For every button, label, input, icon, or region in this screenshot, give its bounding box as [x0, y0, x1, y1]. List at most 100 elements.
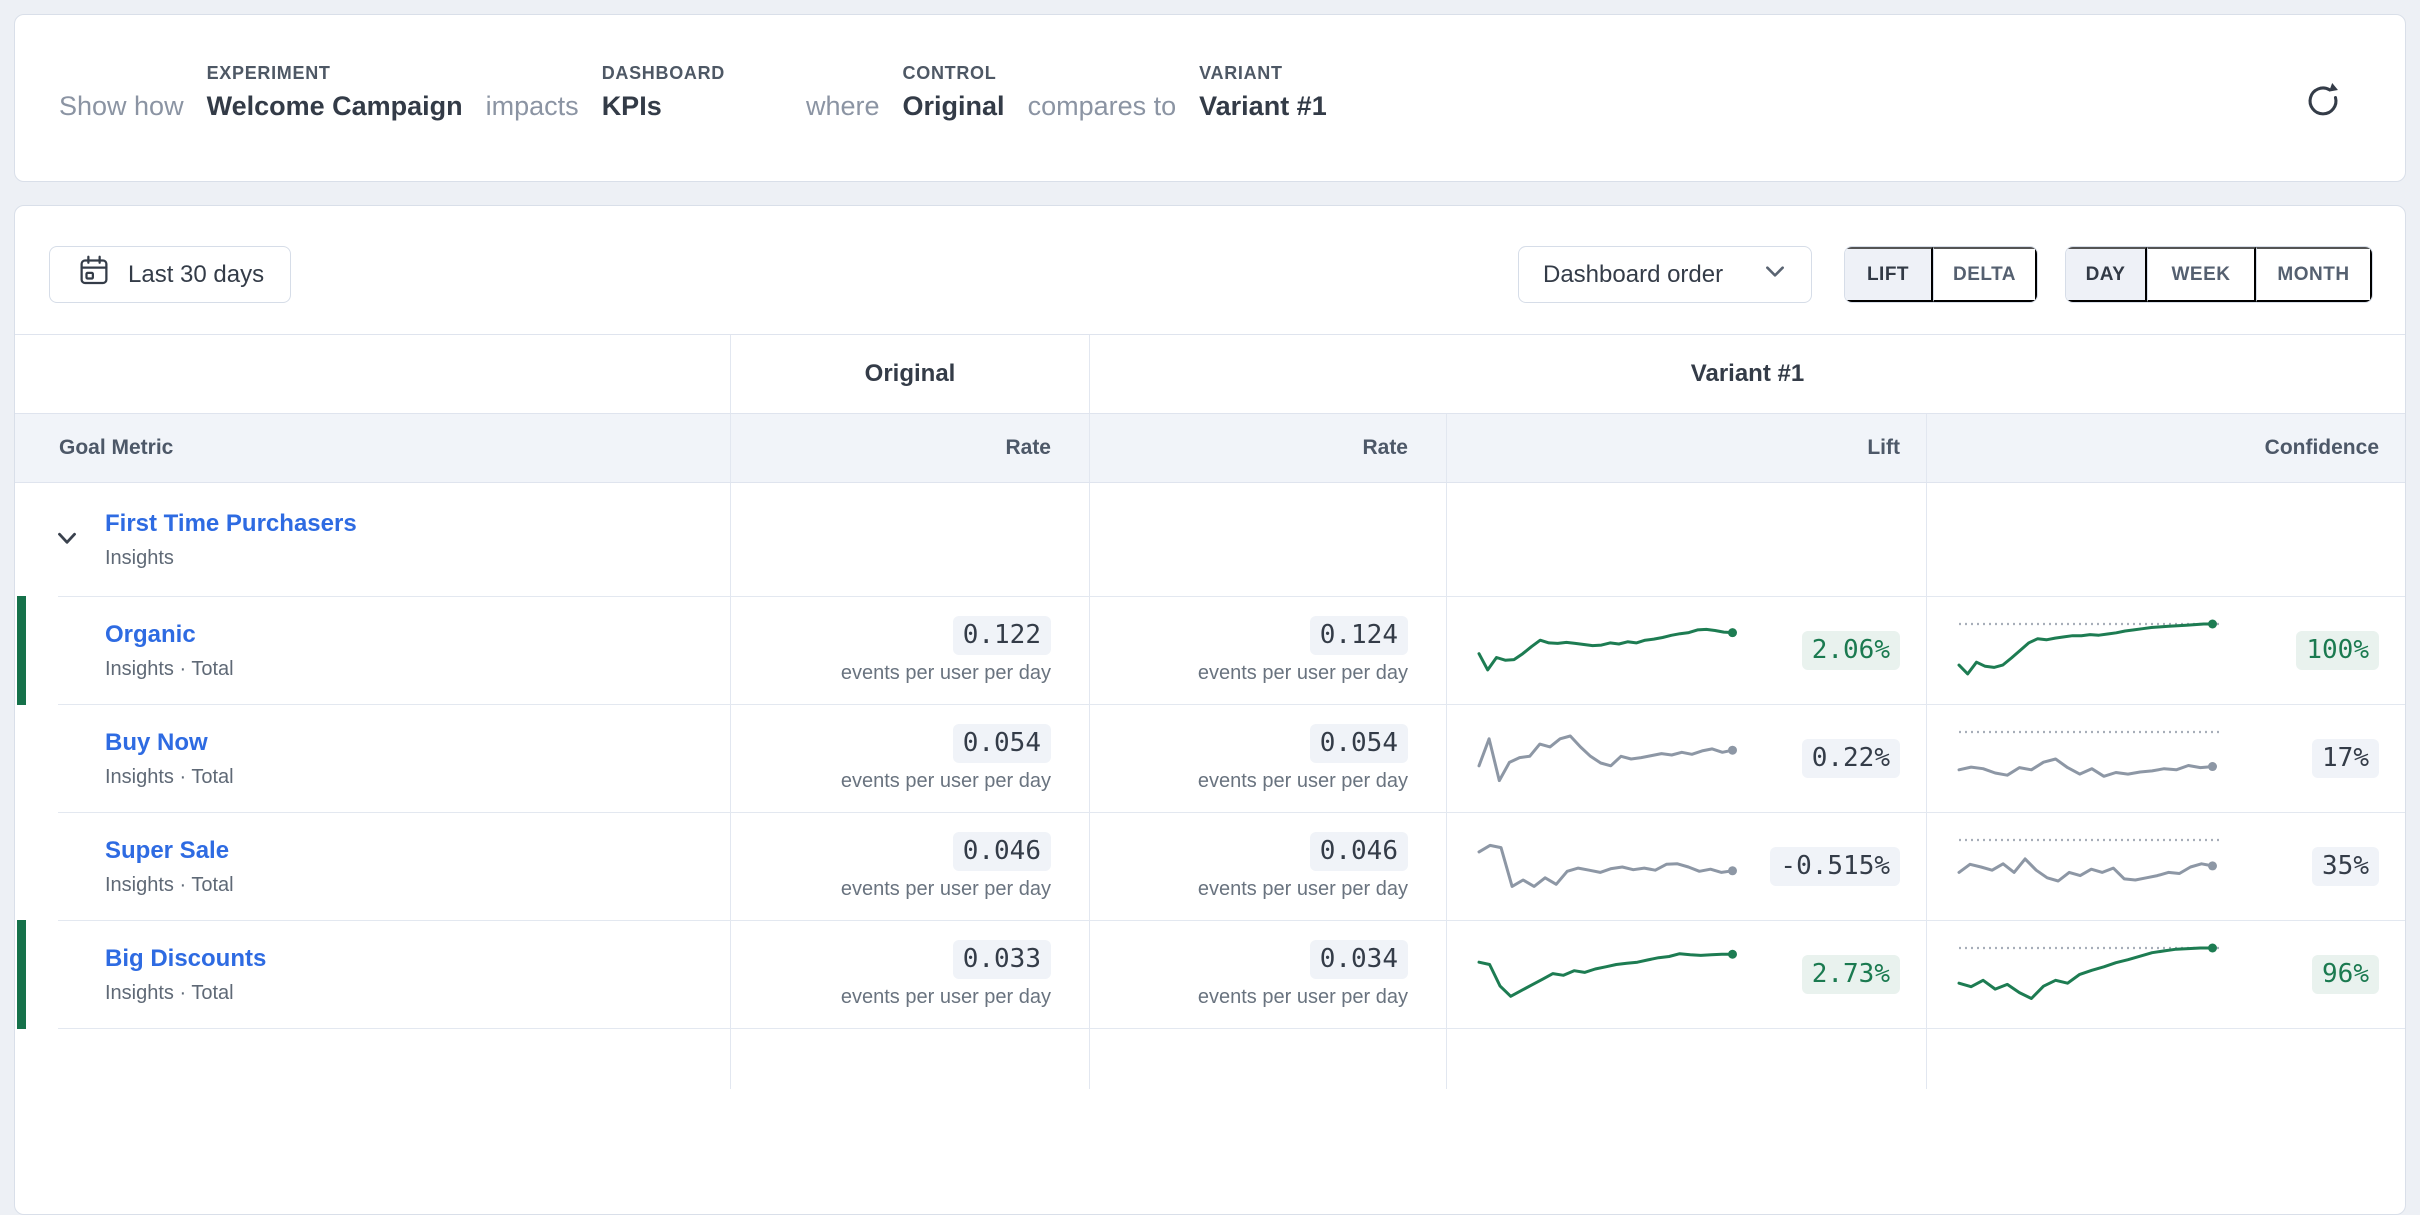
rate-unit: events per user per day [840, 769, 1051, 792]
rate-value: 0.046 [952, 832, 1051, 871]
confidence-value: 35% [2312, 847, 2379, 886]
variant-rate-cell: 0.124 events per user per day [1089, 597, 1446, 704]
metric-source: Insights · Total [105, 873, 234, 896]
rate-unit: events per user per day [840, 877, 1051, 900]
confidence-cell: 100% [1926, 597, 2405, 704]
dashboard-order-label: Dashboard order [1543, 260, 1724, 288]
col-confidence: Confidence [1926, 414, 2405, 482]
experiment-segment[interactable]: EXPERIMENT Welcome Campaign [207, 63, 463, 122]
rate-unit: events per user per day [1197, 877, 1408, 900]
metric-link[interactable]: Buy Now [105, 728, 208, 756]
impacts-text: impacts [485, 91, 579, 121]
lift-sparkline [1477, 734, 1737, 782]
lift-sparkline [1477, 949, 1737, 998]
rate-unit: events per user per day [840, 661, 1051, 684]
date-range-button[interactable]: Last 30 days [49, 246, 292, 303]
table-row-super-sale: Super Sale Insights · Total 0.046 events… [15, 813, 2405, 921]
metric-source: Insights · Total [105, 765, 234, 788]
collapse-expander-button[interactable] [53, 526, 81, 554]
show-how-text: Show how [59, 91, 184, 121]
col-rate-original: Rate [730, 414, 1089, 482]
confidence-value: 100% [2296, 631, 2379, 670]
goal-metric-cell: Buy Now Insights · Total [15, 705, 730, 812]
variant-rate-cell: 0.046 events per user per day [1089, 813, 1446, 920]
original-rate-cell: 0.046 events per user per day [730, 813, 1089, 920]
results-table: Original Variant #1 Goal Metric Rate Rat… [15, 334, 2405, 1090]
rate-unit: events per user per day [1197, 985, 1408, 1008]
confidence-sparkline [1957, 838, 2219, 882]
table-row-group: First Time Purchasers Insights [15, 483, 2405, 597]
lift-sparkline [1477, 627, 1737, 671]
toggle-delta[interactable]: DELTA [1933, 247, 2037, 302]
lift-value: 2.06% [1801, 631, 1900, 670]
rate-unit: events per user per day [840, 985, 1051, 1008]
lift-delta-toggle: LIFT DELTA [1844, 246, 2038, 303]
refresh-button[interactable] [2299, 77, 2347, 125]
goal-metric-cell: Organic Insights · Total [15, 597, 730, 704]
rate-unit: events per user per day [1197, 661, 1408, 684]
col-lift: Lift [1446, 414, 1926, 482]
metric-source: Insights · Total [105, 657, 234, 680]
rate-value: 0.046 [1309, 832, 1408, 871]
lift-value: 0.22% [1801, 739, 1900, 778]
chevron-down-icon [1763, 259, 1787, 290]
metric-link[interactable]: Super Sale [105, 836, 230, 864]
column-header-row: Goal Metric Rate Rate Lift Confidence [15, 413, 2405, 483]
rate-unit: events per user per day [1197, 769, 1408, 792]
dashboard-label: DASHBOARD [601, 63, 725, 83]
dashboard-order-dropdown[interactable]: Dashboard order [1518, 246, 1812, 303]
granularity-toggle: DAY WEEK MONTH [2065, 246, 2373, 303]
metric-link[interactable]: Big Discounts [105, 944, 267, 972]
report-card: Last 30 days Dashboard order LIFT DELTA … [14, 205, 2406, 1215]
confidence-sparkline [1957, 619, 2219, 675]
toggle-day[interactable]: DAY [2066, 247, 2147, 302]
rate-value: 0.124 [1309, 616, 1408, 655]
rate-value: 0.054 [952, 724, 1051, 763]
toggle-lift[interactable]: LIFT [1845, 247, 1933, 302]
lift-value: -0.515% [1770, 847, 1900, 886]
confidence-cell: 17% [1926, 705, 2405, 812]
goal-metric-cell: First Time Purchasers Insights [15, 483, 730, 596]
compares-to-text: compares to [1027, 91, 1177, 121]
variant-label: VARIANT [1199, 63, 1283, 83]
table-row-buy-now: Buy Now Insights · Total 0.054 events pe… [15, 705, 2405, 813]
metric-link[interactable]: Organic [105, 620, 196, 648]
report-toolbar: Last 30 days Dashboard order LIFT DELTA … [15, 206, 2405, 334]
experiment-label: EXPERIMENT [206, 63, 331, 83]
experiment-phrase: Show how EXPERIMENT Welcome Campaign imp… [15, 15, 2405, 122]
group-header-row: Original Variant #1 [15, 335, 2405, 413]
confidence-value: 17% [2312, 739, 2379, 778]
table-row-big-discounts: Big Discounts Insights · Total 0.033 eve… [15, 920, 2405, 1029]
lift-sparkline [1477, 843, 1737, 888]
variant-segment[interactable]: VARIANT Variant #1 [1199, 63, 1327, 122]
control-segment[interactable]: CONTROL Original [903, 63, 1005, 122]
confidence-cell: 96% [1926, 921, 2405, 1028]
rate-value: 0.122 [952, 616, 1051, 655]
original-rate-cell: 0.033 events per user per day [730, 921, 1089, 1028]
original-rate-cell: 0.054 events per user per day [730, 705, 1089, 812]
confidence-sparkline [1957, 730, 2219, 778]
chevron-down-icon [53, 524, 81, 555]
variant-rate-cell: 0.054 events per user per day [1089, 705, 1446, 812]
metric-source: Insights · Total [105, 981, 234, 1004]
rate-value: 0.033 [952, 940, 1051, 979]
date-range-label: Last 30 days [128, 260, 265, 288]
control-value[interactable]: Original [902, 91, 1005, 121]
metric-source: Insights [105, 546, 174, 569]
toggle-week[interactable]: WEEK [2147, 247, 2256, 302]
dashboard-segment[interactable]: DASHBOARD KPIs [602, 63, 725, 122]
toggle-month[interactable]: MONTH [2256, 247, 2372, 302]
rate-value: 0.054 [1309, 724, 1408, 763]
col-goal-metric: Goal Metric [59, 436, 174, 459]
confidence-sparkline [1957, 943, 2219, 1000]
metric-link[interactable]: First Time Purchasers [105, 509, 357, 537]
goal-metric-cell: Big Discounts Insights · Total [15, 921, 730, 1028]
table-row-partial [15, 1029, 2405, 1090]
experiment-value[interactable]: Welcome Campaign [206, 91, 463, 121]
variant-value[interactable]: Variant #1 [1199, 91, 1327, 121]
table-row-organic: Organic Insights · Total 0.122 events pe… [15, 596, 2405, 705]
experiment-header-card: Show how EXPERIMENT Welcome Campaign imp… [14, 14, 2406, 182]
dashboard-value[interactable]: KPIs [601, 91, 662, 121]
group-header-empty [15, 335, 730, 413]
group-header-variant: Variant #1 [1089, 335, 2405, 413]
